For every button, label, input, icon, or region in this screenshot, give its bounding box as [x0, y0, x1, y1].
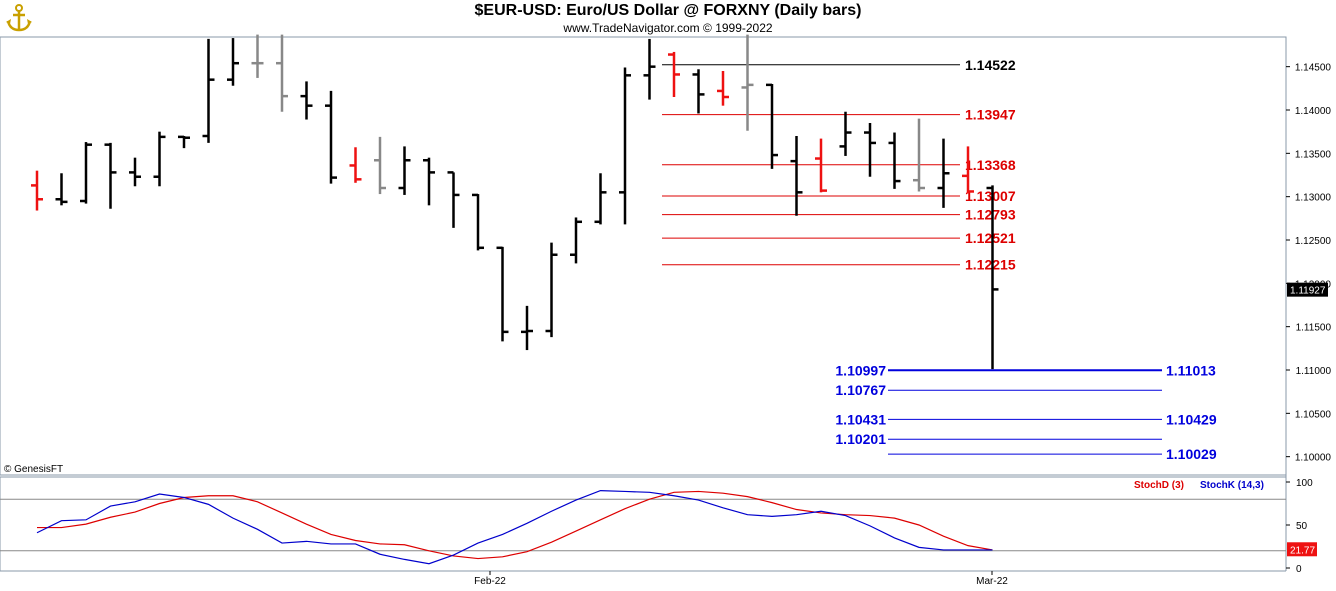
resistance-label: 1.12521	[965, 230, 1016, 246]
ohlc-bar	[521, 305, 533, 351]
support-label: 1.10767	[835, 382, 886, 398]
price-tick-label: 1.10000	[1295, 453, 1332, 464]
price-tick-label: 1.11000	[1296, 366, 1332, 377]
ohlc-bar	[815, 138, 827, 193]
ohlc-bar	[937, 138, 950, 208]
price-tick-label: 1.11500	[1296, 323, 1332, 334]
ohlc-bar	[864, 123, 876, 177]
ohlc-bar	[104, 142, 117, 209]
support-label: 1.10429	[1166, 411, 1217, 427]
ohlc-bar	[227, 38, 239, 86]
ohlc-bar	[31, 170, 43, 211]
ohlc-bar	[619, 67, 631, 225]
price-axis	[1286, 37, 1336, 571]
stoch-value-label: 21.77	[1290, 545, 1315, 556]
legend-stochd: StochD (3)	[1134, 480, 1184, 491]
ohlc-bar	[202, 38, 215, 143]
date-axis	[0, 571, 1336, 591]
ohlc-bar	[423, 157, 435, 206]
ohlc-bar	[545, 242, 558, 338]
price-panel	[0, 36, 1287, 476]
ohlc-bar	[913, 118, 925, 192]
ohlc-bar	[717, 71, 729, 106]
stoch-series-line	[36, 489, 993, 565]
ohlc-bar	[888, 132, 901, 189]
stoch-tick-label: 0	[1296, 564, 1302, 575]
chart-header: $EUR-USD: Euro/US Dollar @ FORXNY (Daily…	[0, 0, 1336, 37]
anchor-icon	[4, 3, 34, 33]
price-tick-label: 1.13000	[1295, 193, 1332, 204]
ohlc-bar	[447, 171, 460, 228]
copyright-text: © GenesisFT	[4, 464, 63, 475]
ohlc-bar	[300, 81, 313, 120]
ohlc-bar	[55, 173, 68, 206]
resistance-label: 1.13947	[965, 107, 1016, 123]
ohlc-bar	[129, 157, 141, 187]
resistance-label: 1.12793	[965, 207, 1016, 223]
ohlc-bar	[570, 217, 582, 264]
ohlc-bar	[986, 185, 999, 370]
stoch-value-badge	[1287, 542, 1317, 557]
ohlc-bar	[80, 142, 92, 204]
ohlc-bar	[790, 136, 803, 216]
ohlc-bar	[178, 135, 190, 149]
ohlc-bar	[839, 111, 852, 156]
ohlc-bar	[251, 34, 264, 78]
date-tick-label: Mar-22	[976, 576, 1008, 587]
ohlc-bar	[374, 136, 386, 195]
price-tick-label: 1.14500	[1295, 63, 1332, 74]
support-label: 1.11013	[1166, 362, 1216, 378]
stoch-tick-label: 50	[1296, 521, 1308, 532]
price-tick-label: 1.12500	[1295, 236, 1332, 247]
ohlc-bar	[496, 246, 509, 342]
ohlc-bar	[766, 83, 778, 169]
ohlc-bar	[153, 131, 166, 187]
chart-subtitle: www.TradeNavigator.com © 1999-2022	[563, 21, 773, 35]
ohlc-bar	[472, 193, 484, 251]
ohlc-bar	[398, 146, 411, 195]
resistance-label: 1.14522	[965, 57, 1016, 73]
resistance-label: 1.13007	[965, 188, 1016, 204]
price-tick-label: 1.10500	[1295, 409, 1332, 420]
ohlc-bar	[594, 173, 607, 225]
last-price-badge	[1287, 282, 1328, 297]
ohlc-bar	[668, 51, 680, 97]
stochastic-panel	[0, 476, 1287, 572]
price-tick-label: 1.14000	[1295, 106, 1332, 117]
ohlc-bar	[692, 69, 705, 114]
ohlc-bar	[962, 146, 974, 194]
date-tick-label: Feb-22	[474, 576, 506, 587]
ohlc-bar	[349, 147, 362, 183]
support-label: 1.10029	[1166, 446, 1217, 462]
support-label: 1.10431	[835, 411, 886, 427]
legend-stochk: StochK (14,3)	[1200, 480, 1264, 491]
ohlc-bar	[741, 34, 754, 131]
support-label: 1.10997	[835, 362, 886, 378]
resistance-label: 1.13368	[965, 157, 1016, 173]
stoch-tick-label: 100	[1296, 478, 1313, 489]
last-price-label: 1.11927	[1290, 286, 1326, 297]
chart-title: $EUR-USD: Euro/US Dollar @ FORXNY (Daily…	[474, 2, 862, 19]
ohlc-bar	[276, 34, 288, 112]
ohlc-bar	[325, 90, 337, 184]
price-tick-label: 1.13500	[1295, 149, 1332, 160]
resistance-label: 1.12215	[965, 257, 1016, 273]
ohlc-bar	[643, 38, 656, 100]
support-label: 1.10201	[835, 431, 886, 447]
